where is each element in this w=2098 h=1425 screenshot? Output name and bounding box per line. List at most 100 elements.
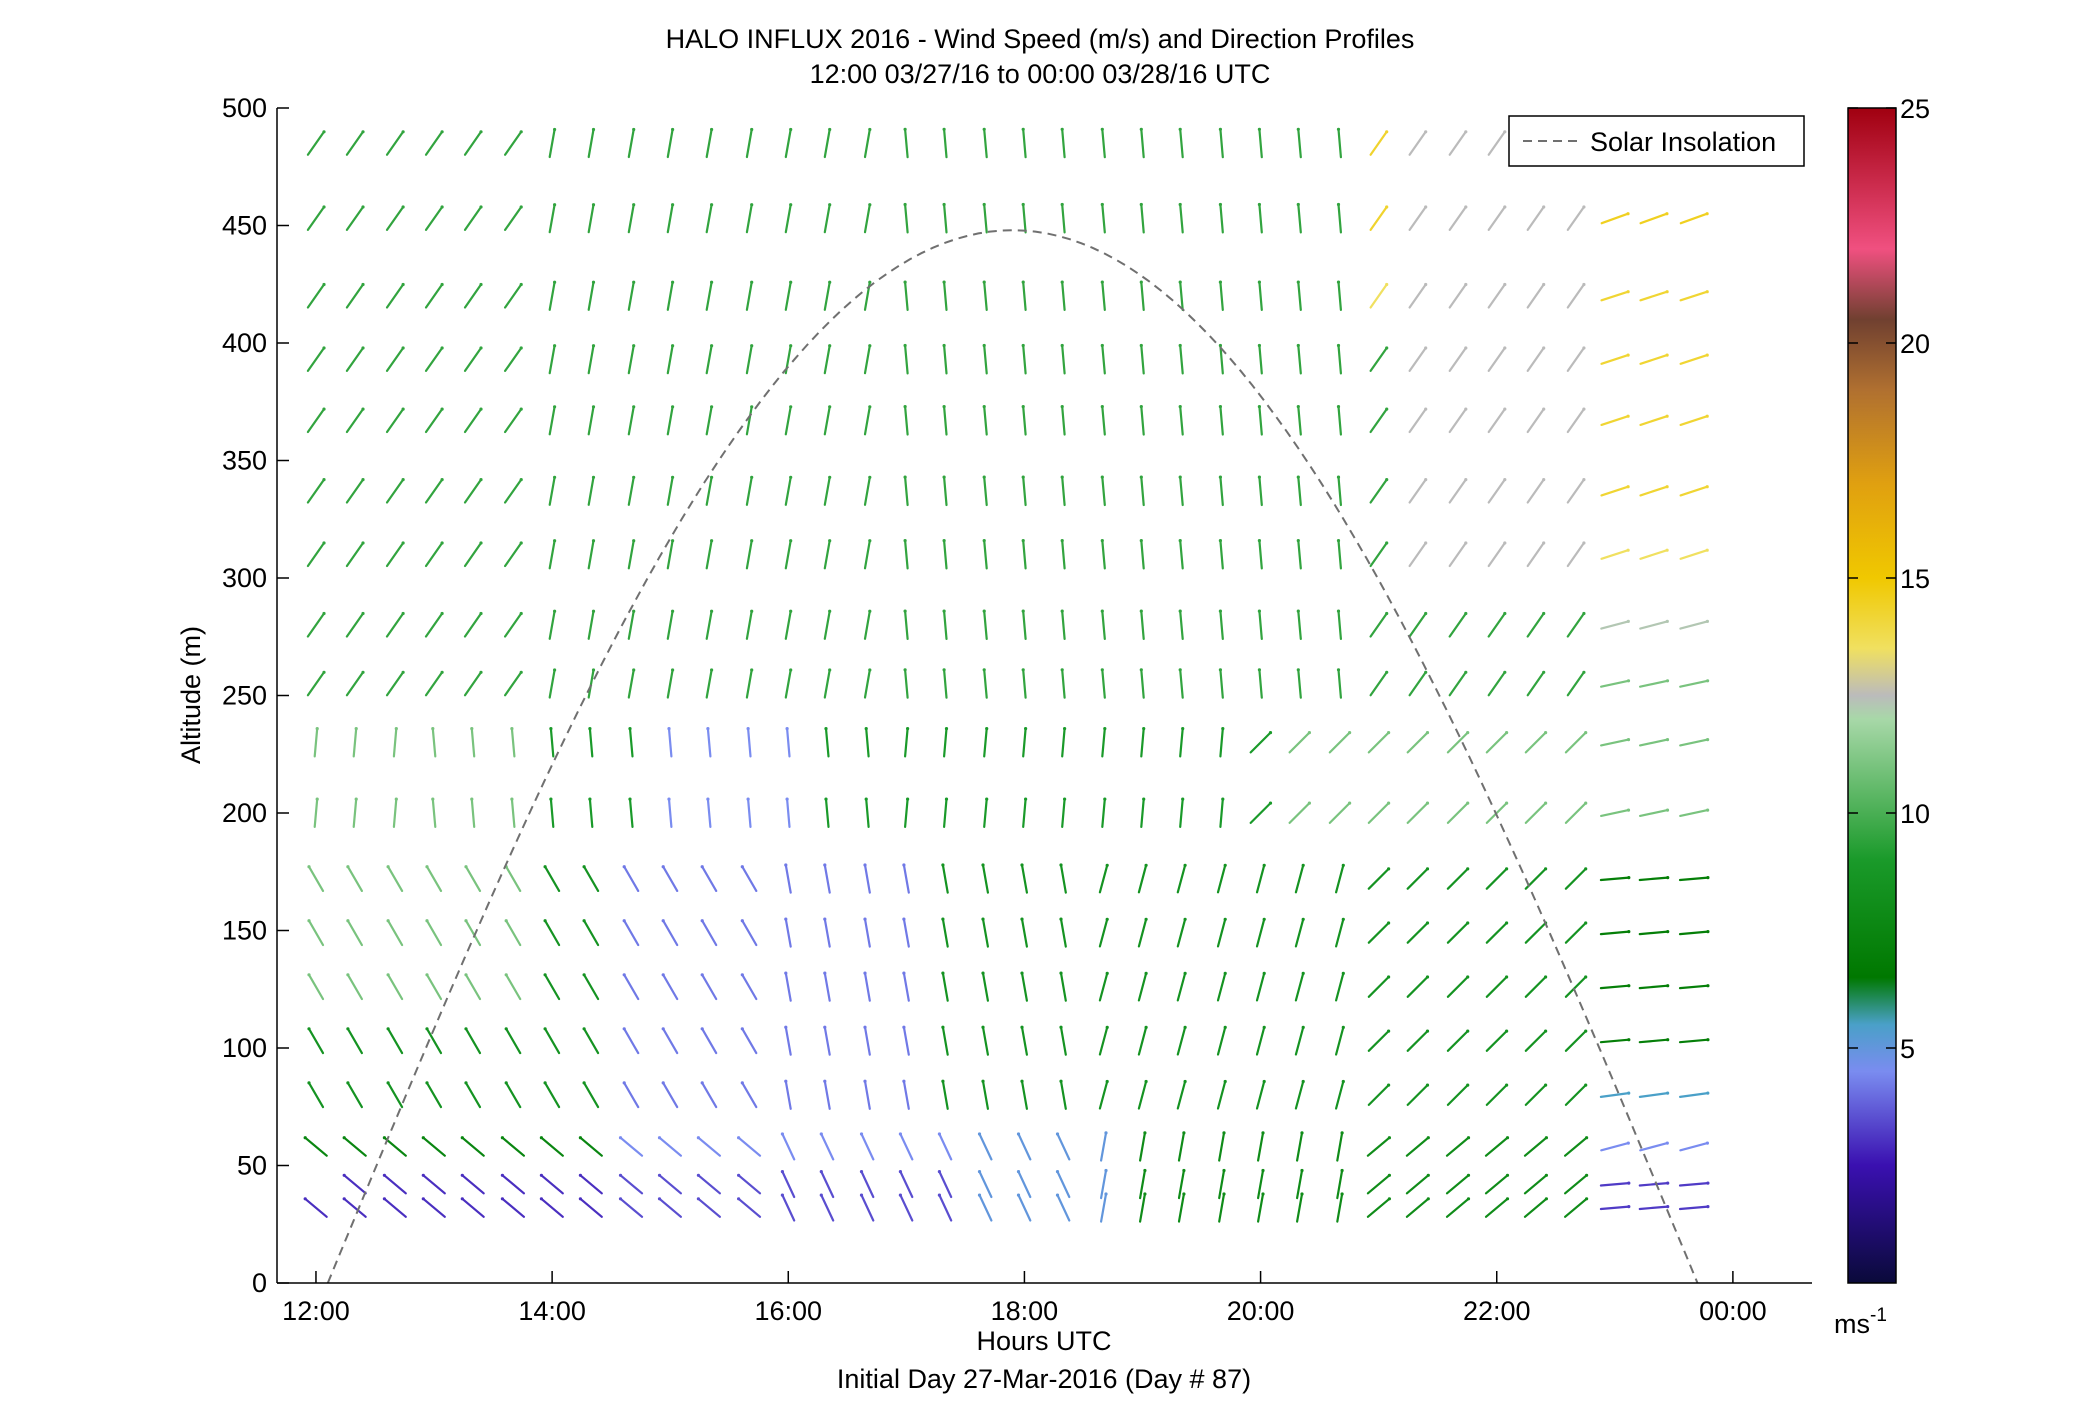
wind-barb-head [1464, 541, 1468, 545]
wind-barb [1061, 476, 1066, 507]
wind-barb [1524, 1083, 1547, 1107]
wind-barb-head [1100, 668, 1104, 672]
wind-barb [1408, 346, 1427, 372]
wind-barb [1258, 344, 1263, 375]
wind-barb [1485, 975, 1508, 998]
wind-barb-head [863, 863, 867, 867]
wind-barb [1017, 1132, 1032, 1161]
wind-barb-head [307, 973, 311, 977]
wind-barb [1219, 668, 1224, 699]
wind-barb-head [1466, 867, 1470, 871]
wind-barb [1336, 1169, 1344, 1200]
wind-barb [422, 1174, 446, 1195]
wind-barb-head [1105, 917, 1109, 921]
y-tick-label: 450 [222, 211, 267, 241]
wind-barb [304, 1197, 328, 1218]
wind-barb-head [1582, 407, 1586, 411]
wind-barb-head [1182, 1168, 1186, 1173]
wind-barb-head [700, 919, 704, 923]
wind-barb-head [941, 1025, 945, 1029]
wind-barb [865, 797, 870, 829]
wind-barb-head [737, 1197, 741, 1201]
wind-barb [1022, 797, 1027, 829]
wind-barb-head [981, 863, 985, 867]
wind-barb-head [1300, 1131, 1304, 1135]
wind-barb-head [828, 203, 832, 207]
wind-barb-head [479, 670, 483, 674]
wind-barb-head [789, 203, 793, 207]
wind-barb-head [1257, 668, 1261, 672]
wind-barb [1017, 1170, 1032, 1199]
wind-barb [902, 863, 910, 894]
wind-barb-head [1336, 343, 1341, 348]
wind-barb-head [1301, 1025, 1305, 1029]
wind-barb-head [1021, 475, 1025, 479]
wind-barb-head [543, 1027, 547, 1031]
x-tick-label: 20:00 [1227, 1296, 1295, 1326]
wind-barb [662, 1081, 679, 1109]
wind-barb-head [1336, 609, 1341, 613]
wind-barb-head [543, 919, 547, 923]
wind-barb [627, 539, 635, 570]
wind-barb [587, 610, 595, 640]
wind-barb [1297, 405, 1302, 436]
wind-barb-head [1336, 127, 1341, 131]
wind-barb-head [1100, 539, 1104, 543]
wind-barb [1600, 415, 1630, 426]
wind-barb-head [582, 1027, 586, 1031]
wind-barb-head [361, 670, 365, 674]
wind-barb-head [1341, 863, 1345, 867]
wind-barb-head [440, 670, 444, 674]
wind-barb-head [903, 343, 907, 348]
wind-barb [385, 541, 405, 568]
wind-barb-head [750, 668, 754, 672]
wind-barb [1406, 1029, 1429, 1052]
wind-barb [582, 865, 600, 893]
wind-barb [1288, 801, 1311, 825]
wind-barb-head [479, 282, 483, 287]
wind-barb-head [710, 609, 714, 613]
wind-barb [1022, 539, 1027, 570]
wind-barb [1566, 346, 1586, 372]
wind-barb-head [789, 405, 793, 409]
wind-barb [345, 283, 365, 309]
wind-barb-head [902, 863, 906, 867]
wind-barb-head [425, 865, 429, 869]
y-tick-label: 300 [222, 563, 267, 593]
wind-barb [1098, 972, 1109, 1002]
wind-barb [1101, 344, 1106, 375]
wind-barb-head [863, 917, 867, 921]
wind-barb [505, 973, 522, 1001]
wind-barb [1337, 668, 1343, 699]
wind-barb [345, 408, 365, 434]
colorbar-tick-label: 10 [1900, 799, 1930, 829]
wind-barb-head [1336, 280, 1341, 284]
wind-barb [1487, 671, 1506, 697]
wind-barb-head [671, 609, 675, 613]
wind-barb-head [1143, 1168, 1147, 1173]
wind-barb-head [479, 407, 483, 411]
wind-barb [941, 917, 949, 948]
wind-barb-head [1223, 863, 1227, 867]
wind-barb [1446, 975, 1469, 998]
wind-barb [425, 919, 443, 947]
wind-barb-head [1341, 971, 1345, 976]
wind-barb [307, 919, 325, 947]
wind-barb-head [746, 797, 750, 801]
wind-barb [623, 973, 640, 1001]
wind-barb-head [1296, 475, 1300, 479]
wind-barb [1367, 921, 1390, 944]
wind-barb-head [982, 539, 986, 543]
wind-barb [1297, 539, 1302, 570]
wind-barb-head [1582, 282, 1586, 287]
wind-barb-head [1340, 1192, 1344, 1196]
wind-barb [1061, 281, 1066, 311]
wind-barb-head [1222, 1168, 1226, 1173]
wind-barb [627, 476, 635, 506]
y-tick-label: 150 [222, 916, 267, 946]
wind-barb [501, 1174, 526, 1195]
wind-barb [345, 671, 365, 697]
wind-barb-head [425, 1027, 429, 1031]
wind-barb [1176, 1080, 1187, 1110]
wind-barb [1334, 1026, 1345, 1056]
